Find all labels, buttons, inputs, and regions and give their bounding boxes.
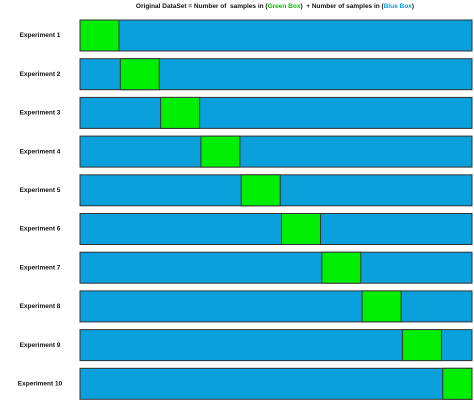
green-box [160, 96, 201, 129]
title: Original DataSet = Number of samples in … [136, 3, 414, 10]
experiment-label: Experiment 4 [20, 148, 61, 155]
title-prefix: Original DataSet = Number of samples in … [136, 3, 268, 10]
title-middle: ) + Number of samples in ( [300, 3, 384, 10]
experiment-label: Experiment 2 [20, 71, 61, 78]
experiment-label: Experiment 1 [20, 32, 61, 39]
blue-box [79, 290, 473, 323]
green-box [240, 174, 281, 207]
green-box [79, 19, 120, 52]
experiment-label: Experiment 3 [20, 110, 61, 117]
blue-box [79, 367, 473, 400]
title-suffix: ) [412, 3, 414, 10]
experiment-label: Experiment 5 [20, 187, 61, 194]
experiment-label: Experiment 6 [20, 226, 61, 233]
green-box [321, 251, 362, 284]
green-box [281, 213, 321, 245]
green-box [119, 58, 160, 91]
blue-box [79, 96, 473, 129]
blue-box [79, 251, 473, 284]
title-green: Green Box [268, 3, 301, 10]
experiment-label: Experiment 9 [20, 342, 61, 349]
blue-box [79, 135, 473, 168]
green-box [401, 329, 442, 362]
title-blue: Blue Box [384, 3, 413, 10]
green-box [361, 290, 402, 323]
blue-box [79, 19, 473, 52]
experiment-label: Experiment 8 [20, 303, 61, 310]
green-box [442, 367, 473, 400]
green-box [200, 135, 241, 168]
experiment-label: Experiment 7 [20, 264, 61, 271]
experiment-label: Experiment 10 [18, 381, 63, 388]
blue-box [79, 213, 473, 245]
